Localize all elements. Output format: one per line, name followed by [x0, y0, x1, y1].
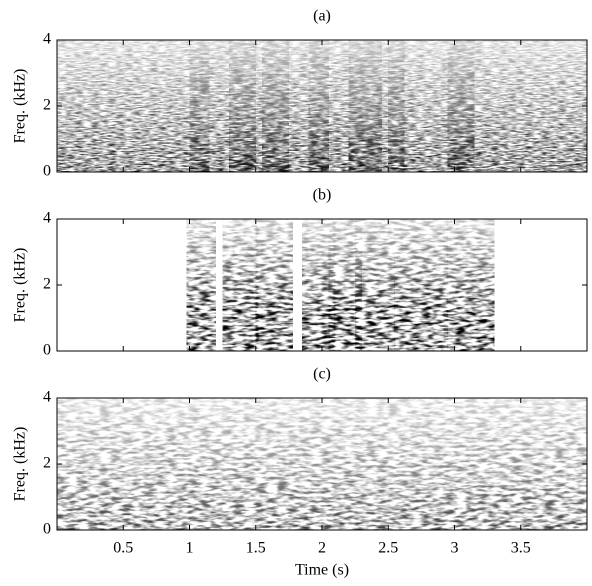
- y-tick-label: 0: [43, 342, 51, 359]
- x-axis-label: Time (s): [295, 562, 349, 579]
- x-tick-label: 2.5: [378, 540, 398, 557]
- y-tick-label: 0: [43, 521, 51, 538]
- x-tick-label: 1: [186, 540, 194, 557]
- y-tick-label: 2: [43, 455, 51, 472]
- y-tick-label: 4: [43, 389, 51, 406]
- fade: [57, 219, 587, 312]
- y-tick-label: 2: [43, 276, 51, 293]
- x-tick-label: 3.5: [511, 540, 531, 557]
- fade: [57, 398, 587, 530]
- fade: [57, 40, 587, 172]
- y-axis-label: Freq. (kHz): [12, 427, 29, 502]
- y-axis-label: Freq. (kHz): [12, 69, 29, 144]
- panel: [56, 218, 588, 352]
- y-tick-label: 4: [43, 31, 51, 48]
- y-tick-label: 2: [43, 97, 51, 114]
- panel: [56, 397, 588, 531]
- x-tick-label: 0.5: [113, 540, 133, 557]
- panel-title: (c): [313, 366, 331, 383]
- x-tick-label: 2: [318, 540, 326, 557]
- panel: [56, 39, 588, 173]
- panel-title: (a): [313, 8, 331, 25]
- x-tick-label: 3: [451, 540, 459, 557]
- x-tick-label: 1.5: [246, 540, 266, 557]
- panel-title: (b): [313, 187, 332, 204]
- y-tick-label: 4: [43, 210, 51, 227]
- y-tick-label: 0: [43, 163, 51, 180]
- y-axis-label: Freq. (kHz): [12, 248, 29, 323]
